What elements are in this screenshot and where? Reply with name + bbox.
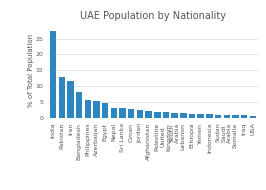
Bar: [119, 108, 126, 118]
Bar: [59, 77, 65, 118]
Bar: [111, 108, 117, 118]
Bar: [93, 101, 100, 118]
Bar: [154, 112, 161, 118]
Bar: [180, 113, 186, 118]
Bar: [102, 103, 109, 118]
Bar: [206, 114, 213, 118]
Y-axis label: % of Total Population: % of Total Population: [28, 34, 34, 107]
Bar: [163, 112, 169, 118]
Bar: [50, 31, 56, 118]
Bar: [85, 100, 91, 118]
Bar: [241, 115, 247, 118]
Bar: [137, 110, 143, 118]
Bar: [197, 114, 204, 118]
Bar: [232, 115, 239, 118]
Bar: [67, 81, 74, 118]
Bar: [171, 113, 178, 118]
Bar: [145, 111, 152, 118]
Bar: [223, 115, 230, 118]
Bar: [189, 114, 195, 118]
Bar: [250, 116, 256, 118]
Bar: [128, 109, 135, 118]
Title: UAE Population by Nationality: UAE Population by Nationality: [80, 11, 226, 21]
Bar: [76, 92, 82, 118]
Bar: [215, 115, 221, 118]
